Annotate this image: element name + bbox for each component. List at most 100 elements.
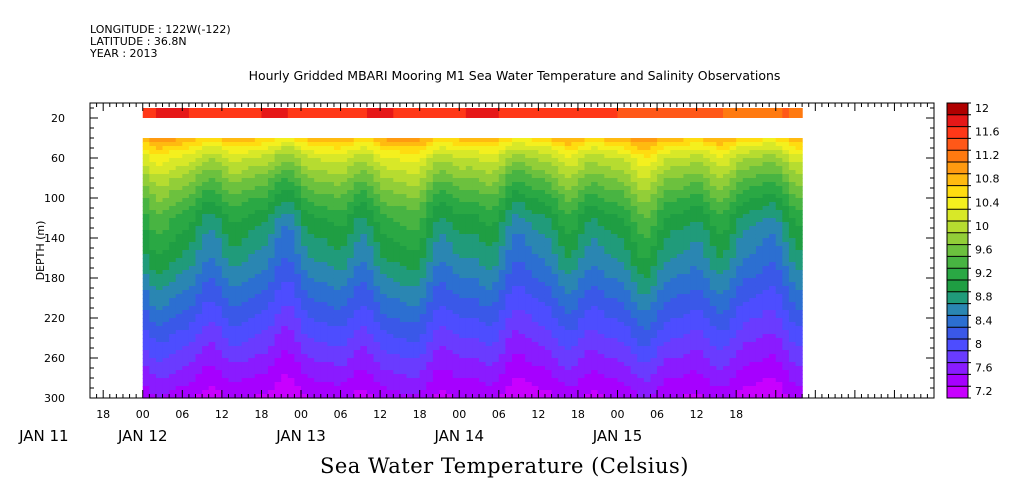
heatmap-cell — [439, 374, 447, 379]
heatmap-cell — [597, 306, 605, 311]
heatmap-cell — [452, 326, 460, 331]
heatmap-cell — [340, 218, 348, 223]
heatmap-cell — [386, 108, 394, 118]
heatmap-cell — [584, 326, 592, 331]
heatmap-cell — [624, 274, 632, 279]
heatmap-cell — [287, 270, 296, 275]
heatmap-cell — [268, 222, 276, 227]
heatmap-cell — [215, 158, 223, 163]
heatmap-cell — [307, 238, 315, 243]
heatmap-cell — [518, 154, 526, 159]
heatmap-cell — [182, 238, 190, 243]
heatmap-cell — [182, 174, 190, 179]
heatmap-cell — [393, 258, 401, 263]
heatmap-cell — [465, 290, 474, 295]
heatmap-cell — [479, 330, 487, 335]
heatmap-cell — [551, 318, 559, 323]
heatmap-cell — [380, 170, 388, 175]
heatmap-cell — [571, 346, 579, 351]
heatmap-cell — [584, 142, 592, 147]
heatmap-cell — [268, 318, 276, 323]
heatmap-cell — [577, 230, 586, 235]
heatmap-cell — [380, 362, 388, 367]
heatmap-cell — [360, 218, 368, 223]
heatmap-cell — [591, 166, 599, 171]
heatmap-cell — [380, 174, 388, 179]
heatmap-cell — [182, 390, 190, 395]
heatmap-cell — [419, 342, 427, 347]
heatmap-cell — [452, 330, 460, 335]
heatmap-cell — [386, 166, 394, 171]
heatmap-cell — [584, 366, 592, 371]
heatmap-cell — [399, 230, 408, 235]
heatmap-cell — [373, 206, 381, 211]
heatmap-cell — [485, 382, 493, 387]
heatmap-cell — [307, 322, 315, 327]
heatmap-cell — [459, 318, 467, 323]
heatmap-cell — [320, 366, 328, 371]
heatmap-cell — [472, 338, 480, 343]
heatmap-cell — [419, 108, 427, 118]
heatmap-cell — [393, 210, 401, 215]
heatmap-cell — [208, 234, 216, 239]
heatmap-cell — [287, 162, 296, 167]
heatmap-cell — [208, 314, 216, 319]
heatmap-cell — [419, 154, 427, 159]
heatmap-cell — [307, 254, 315, 259]
heatmap-cell — [604, 350, 612, 355]
heatmap-cell — [465, 294, 474, 299]
heatmap-cell — [564, 310, 572, 315]
heatmap-cell — [459, 206, 467, 211]
heatmap-cell — [498, 258, 507, 263]
heatmap-cell — [571, 338, 579, 343]
heatmap-cell — [446, 258, 454, 263]
heatmap-cell — [248, 238, 256, 243]
heatmap-cell — [452, 290, 460, 295]
heatmap-cell — [512, 326, 520, 331]
heatmap-cell — [228, 322, 236, 327]
heatmap-cell — [446, 154, 454, 159]
heatmap-cell — [314, 174, 322, 179]
heatmap-cell — [274, 250, 282, 255]
heatmap-cell — [188, 226, 197, 231]
heatmap-cell — [465, 342, 474, 347]
heatmap-cell — [637, 198, 645, 203]
heatmap-cell — [281, 350, 289, 355]
heatmap-cell — [268, 346, 276, 351]
heatmap-cell — [485, 178, 493, 183]
heatmap-cell — [142, 374, 150, 379]
heatmap-cell — [604, 234, 612, 239]
heatmap-cell — [333, 138, 342, 143]
heatmap-cell — [630, 238, 638, 243]
heatmap-cell — [347, 108, 355, 118]
heatmap-cell — [577, 334, 586, 339]
heatmap-cell — [202, 286, 210, 291]
heatmap-cell — [459, 246, 467, 251]
heatmap-cell — [340, 366, 348, 371]
heatmap-cell — [439, 214, 447, 219]
heatmap-cell — [188, 246, 197, 251]
heatmap-cell — [399, 306, 408, 311]
heatmap-cell — [182, 214, 190, 219]
heatmap-cell — [254, 142, 263, 147]
heatmap-cell — [241, 194, 249, 199]
heatmap-cell — [591, 226, 599, 231]
heatmap-cell — [353, 362, 361, 367]
heatmap-cell — [538, 294, 546, 299]
heatmap-cell — [630, 182, 638, 187]
heatmap-cell — [492, 370, 500, 375]
heatmap-cell — [380, 138, 388, 143]
heatmap-cell — [597, 226, 605, 231]
heatmap-cell — [202, 350, 210, 355]
heatmap-cell — [254, 342, 263, 347]
heatmap-cell — [525, 250, 533, 255]
heatmap-cell — [432, 258, 441, 263]
heatmap-cell — [393, 246, 401, 251]
heatmap-cell — [235, 258, 243, 263]
heatmap-cell — [518, 270, 526, 275]
heatmap-cell — [531, 366, 539, 371]
heatmap-cell — [307, 330, 315, 335]
heatmap-cell — [175, 318, 183, 323]
heatmap-cell — [274, 210, 282, 215]
heatmap-cell — [630, 150, 638, 155]
